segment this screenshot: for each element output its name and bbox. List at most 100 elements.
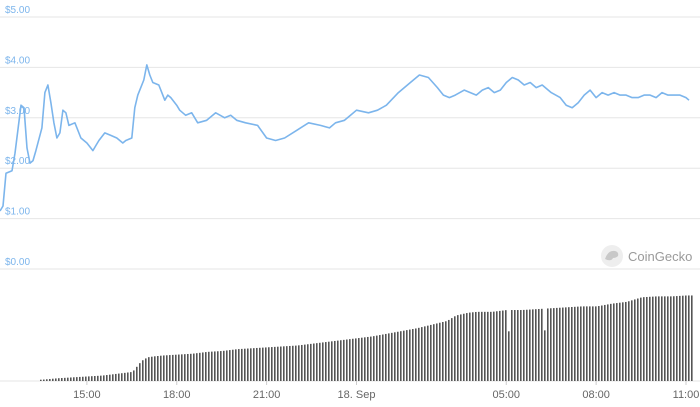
volume-bar xyxy=(619,302,621,381)
volume-bar xyxy=(538,309,540,381)
volume-bar xyxy=(604,304,606,381)
volume-bar xyxy=(238,349,240,381)
volume-bar xyxy=(670,296,672,381)
x-tick-label: 11:00 xyxy=(673,389,700,401)
volume-bar xyxy=(148,357,150,381)
volume-bar xyxy=(112,374,114,381)
volume-bar xyxy=(562,307,564,381)
volume-bar xyxy=(88,376,90,381)
volume-bar xyxy=(67,377,69,381)
volume-bar xyxy=(124,372,126,381)
volume-bar xyxy=(553,308,555,381)
volume-bars-series xyxy=(40,295,693,381)
volume-bar xyxy=(115,373,117,381)
volume-bar xyxy=(673,296,675,381)
volume-bar xyxy=(61,378,63,381)
volume-bar xyxy=(418,327,420,381)
price-line xyxy=(0,64,690,212)
volume-bar xyxy=(298,345,300,381)
volume-bar xyxy=(295,345,297,381)
volume-bar xyxy=(334,340,336,381)
volume-bar xyxy=(643,297,645,381)
volume-bar xyxy=(316,343,318,381)
volume-bar xyxy=(169,355,171,381)
volume-bar xyxy=(367,336,369,381)
brand-name: CoinGecko xyxy=(628,249,692,264)
volume-bar xyxy=(142,360,144,381)
volume-bar xyxy=(475,311,477,381)
gecko-head-icon xyxy=(605,250,619,261)
volume-bar xyxy=(373,336,375,381)
volume-bar xyxy=(202,352,204,381)
volume-bar xyxy=(463,313,465,381)
x-tick-label: 15:00 xyxy=(73,389,101,401)
volume-bar xyxy=(346,339,348,381)
volume-bar xyxy=(190,353,192,381)
grid-lines xyxy=(0,16,700,382)
volume-bar xyxy=(487,311,489,381)
volume-bar xyxy=(571,306,573,381)
volume-bar xyxy=(559,307,561,381)
volume-bar xyxy=(370,336,372,381)
volume-bar xyxy=(136,366,138,381)
x-axis-tick-labels: 15:00 18:00 21:00 18. Sep 05:00 08:00 11:00 xyxy=(73,381,699,401)
volume-bar xyxy=(229,350,231,381)
volume-bar xyxy=(361,337,363,381)
volume-bar xyxy=(163,355,165,381)
volume-bar xyxy=(454,316,456,381)
volume-bar xyxy=(178,354,180,381)
volume-bar xyxy=(271,347,273,381)
volume-bar xyxy=(157,356,159,381)
y-tick-label: $1.00 xyxy=(5,207,30,218)
volume-bar xyxy=(391,332,393,381)
volume-bar xyxy=(262,347,264,381)
volume-bar xyxy=(247,348,249,381)
volume-bar xyxy=(424,326,426,381)
volume-bar xyxy=(658,296,660,381)
volume-bar xyxy=(607,304,609,381)
volume-bar xyxy=(232,349,234,381)
volume-bar xyxy=(646,296,648,381)
volume-bar xyxy=(106,375,108,381)
volume-bar xyxy=(133,370,135,381)
volume-bar xyxy=(283,346,285,381)
volume-bar xyxy=(577,306,579,381)
volume-bar xyxy=(478,311,480,381)
volume-bar xyxy=(235,349,237,381)
volume-bar xyxy=(568,307,570,381)
volume-bar xyxy=(244,348,246,381)
y-tick-label: $4.00 xyxy=(5,55,30,66)
volume-bar xyxy=(340,340,342,381)
price-line-series xyxy=(0,64,690,212)
volume-bar xyxy=(460,314,462,381)
volume-bar xyxy=(445,321,447,381)
volume-bar xyxy=(448,319,450,381)
volume-bar xyxy=(649,296,651,381)
volume-bar xyxy=(364,337,366,381)
volume-bar xyxy=(439,322,441,381)
volume-bar xyxy=(499,310,501,381)
volume-bar xyxy=(70,377,72,381)
volume-bar xyxy=(184,354,186,381)
volume-bar xyxy=(226,350,228,381)
volume-bar xyxy=(595,306,597,381)
volume-bar xyxy=(97,375,99,381)
volume-bar xyxy=(622,302,624,381)
volume-bar xyxy=(451,318,453,381)
volume-bar xyxy=(661,296,663,381)
volume-bar xyxy=(196,353,198,381)
volume-bar xyxy=(484,311,486,381)
volume-bar xyxy=(640,297,642,381)
volume-bar xyxy=(40,379,42,381)
volume-bar xyxy=(319,342,321,381)
volume-bar xyxy=(337,340,339,381)
volume-bar xyxy=(469,312,471,381)
x-tick-label: 05:00 xyxy=(493,389,521,401)
y-tick-label: $2.00 xyxy=(5,156,30,167)
volume-bar xyxy=(181,354,183,381)
volume-bar xyxy=(541,308,543,381)
volume-bar xyxy=(49,378,51,381)
volume-bar xyxy=(574,306,576,381)
volume-bar xyxy=(385,333,387,381)
volume-bar xyxy=(382,334,384,381)
